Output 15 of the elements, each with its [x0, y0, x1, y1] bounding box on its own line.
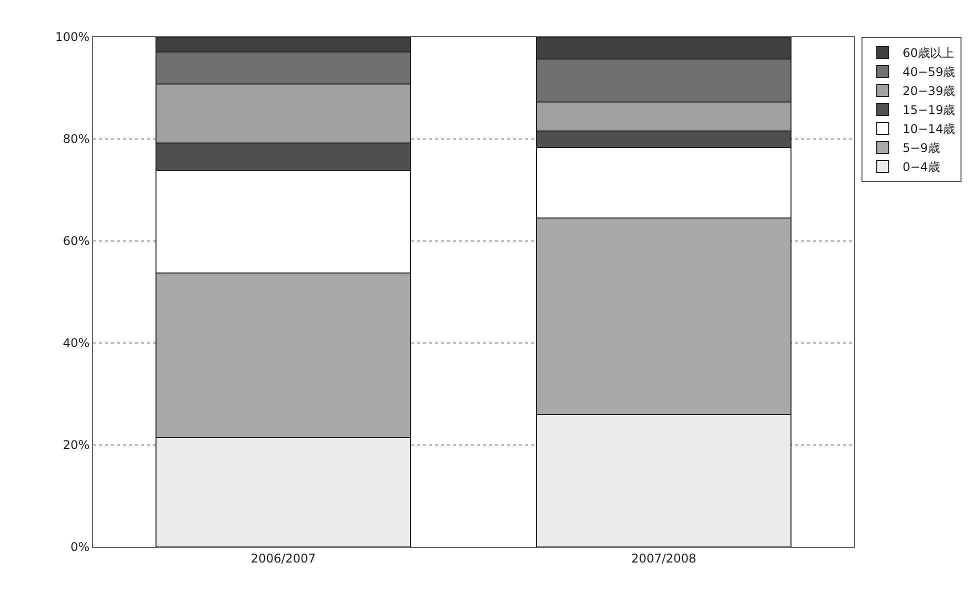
legend-label: 0−4歳 [902, 160, 940, 174]
y-tick-label: 100% [55, 30, 90, 44]
x-tick-label: 2007/2008 [631, 551, 696, 566]
y-tick-label: 60% [62, 234, 90, 248]
legend-label: 60歳以上 [902, 46, 954, 60]
legend-label: 40−59歳 [902, 65, 956, 80]
y-tick-label: 0% [70, 540, 90, 554]
x-tick-label: 2006/2007 [250, 551, 316, 566]
y-tick-label: 40% [62, 336, 90, 350]
y-tick-label: 20% [62, 438, 90, 452]
legend-label: 5−9歳 [902, 141, 940, 156]
legend-label: 15−19歳 [902, 103, 956, 118]
legend-label: 20−39歳 [902, 84, 956, 98]
legend-label: 10−14歳 [902, 122, 956, 136]
y-tick-label: 80% [62, 132, 90, 146]
